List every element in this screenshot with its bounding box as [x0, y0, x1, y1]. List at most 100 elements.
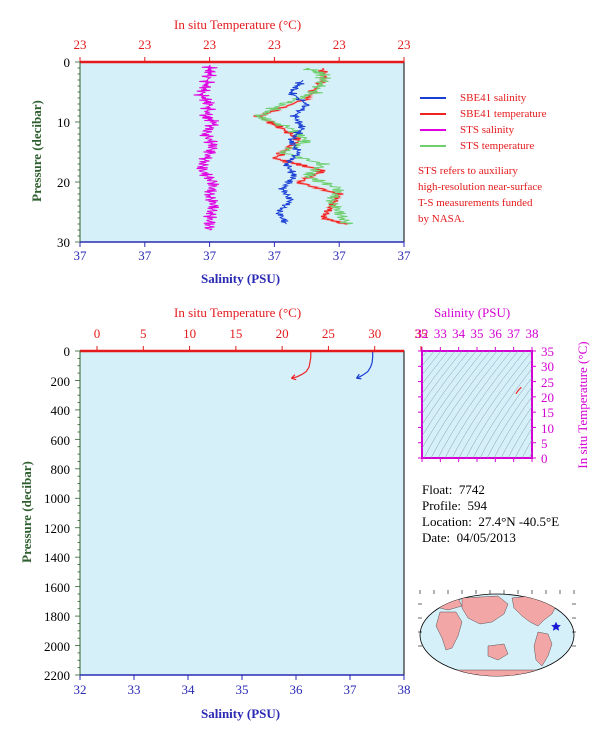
top-axis-ticks	[75, 57, 405, 247]
density-contour-line	[444, 351, 519, 458]
series-line-sbe41-temperature	[291, 351, 312, 379]
density-contour-line	[500, 406, 532, 458]
top-salinity-tick-label: 37	[332, 248, 346, 264]
density-contour-line	[472, 368, 532, 458]
bottom-pressure-tick-label: 1200	[44, 520, 70, 536]
ts-temperature-tick-label: 15	[541, 405, 554, 421]
location-value: 27.4°N -40.5°E	[478, 514, 560, 529]
density-contour-line	[486, 386, 532, 458]
bottom-temperature-tick-label: 5	[140, 326, 147, 342]
density-contour-line	[465, 359, 532, 458]
density-contour-line	[458, 351, 532, 458]
bottom-profile-chart	[75, 346, 422, 680]
date-label: Date:	[422, 530, 451, 545]
bottom-pressure-tick-label: 1400	[44, 550, 70, 566]
bottom-pressure-tick-label: 200	[50, 373, 71, 389]
series-line-sts-temperature	[254, 67, 354, 225]
bottom-temperature-tick-label: 15	[229, 326, 243, 342]
map-land-antarctica	[429, 669, 567, 676]
ts-series-line	[515, 386, 522, 395]
density-contour-line	[422, 351, 470, 415]
bottom-salinity-tick-label: 32	[73, 682, 87, 698]
bottom-plot-area	[79, 350, 405, 676]
legend-swatch	[420, 113, 446, 115]
legend-label: SBE41 salinity	[460, 92, 527, 104]
top-pressure-tick-label: 10	[57, 115, 70, 131]
sts-note-line: T-S measurements funded	[418, 197, 533, 209]
ts-salinity-tick-label: 35	[470, 326, 484, 342]
bottom-salinity-tick-label: 37	[343, 682, 357, 698]
ts-diagram	[418, 347, 536, 462]
top-pressure-tick-label: 20	[57, 175, 70, 191]
legend-swatch	[420, 129, 446, 131]
top-profile-chart	[75, 57, 405, 247]
bottom-pressure-tick-label: 2000	[44, 638, 70, 654]
top-temperature-tick-label: 23	[73, 37, 87, 53]
density-contour-line	[422, 351, 456, 395]
location-row: Location: 27.4°N -40.5°E	[422, 514, 559, 530]
density-contour-line	[422, 351, 484, 437]
map-land-greenland	[539, 594, 557, 603]
top-temperature-tick-label: 23	[397, 37, 411, 53]
sts-note: STS refers to auxiliary high-resolution …	[418, 163, 578, 227]
sts-note-line: high-resolution near-surface	[418, 181, 543, 193]
map-frame-ticks	[418, 590, 576, 647]
bottom-pressure-tick-label: 600	[50, 432, 71, 448]
density-contour-line	[422, 351, 463, 405]
float-value: 7742	[458, 482, 485, 497]
profile-label: Profile:	[422, 498, 461, 513]
top-salinity-tick-label: 37	[138, 248, 152, 264]
density-contour-line	[430, 351, 505, 458]
bottom-pressure-tick-label: 1000	[44, 491, 70, 507]
bottom-temperature-tick-label: 35	[414, 326, 428, 342]
ts-temperature-tick-label: 5	[541, 435, 548, 451]
top-salinity-tick-label: 37	[73, 248, 87, 264]
ts-axis-ticks	[418, 347, 536, 462]
ts-salinity-tick-label: 38	[525, 326, 539, 342]
bottom-pressure-tick-label: 400	[50, 403, 71, 419]
ts-temperature-axis-title: In situ Temperature (°C)	[575, 341, 590, 469]
series-line-sbe41-salinity	[356, 351, 374, 379]
bottom-salinity-tick-label: 38	[397, 682, 411, 698]
series-line-sbe41-salinity	[275, 80, 310, 225]
density-contour-line	[422, 351, 491, 450]
sts-note-line: STS refers to auxiliary	[418, 165, 518, 177]
bottom-temperature-tick-label: 25	[321, 326, 335, 342]
float-label: Float:	[422, 482, 453, 497]
bottom-salinity-tick-label: 34	[181, 682, 195, 698]
bottom-temperature-axis-title: In situ Temperature (°C)	[174, 305, 302, 320]
profile-row: Profile: 594	[422, 498, 559, 514]
top-pressure-tick-label: 0	[63, 55, 71, 71]
density-contour-line	[451, 351, 526, 458]
float-id-row: Float: 7742	[422, 482, 559, 498]
density-contour-line	[422, 351, 449, 385]
legend-label: STS salinity	[460, 124, 515, 136]
density-contour-line	[493, 396, 532, 458]
top-plot-area	[79, 61, 405, 243]
top-temperature-tick-label: 23	[138, 37, 152, 53]
bottom-pressure-tick-label: 0	[63, 344, 71, 360]
top-salinity-axis-title: Salinity (PSU)	[201, 271, 281, 286]
legend-label: SBE41 temperature	[460, 108, 547, 120]
date-row: Date: 04/05/2013	[422, 530, 559, 546]
density-contour-line	[422, 351, 435, 367]
bottom-temperature-tick-label: 20	[275, 326, 289, 342]
legend-label: STS temperature	[460, 140, 535, 152]
bottom-axis-ticks	[75, 346, 422, 680]
top-temperature-tick-label: 23	[332, 37, 346, 53]
location-label: Location:	[422, 514, 472, 529]
bottom-temperature-tick-label: 0	[93, 326, 101, 342]
ts-salinity-tick-label: 32	[415, 326, 429, 342]
density-contour-line	[422, 351, 477, 426]
density-contour-line	[422, 351, 442, 376]
density-contour-line	[514, 427, 532, 458]
world-map	[418, 590, 576, 677]
bottom-pressure-tick-label: 1800	[44, 609, 70, 625]
top-salinity-tick-label: 37	[267, 248, 281, 264]
bottom-pressure-tick-label: 800	[50, 462, 71, 478]
ts-salinity-axis-title: Salinity (PSU)	[434, 305, 511, 320]
density-contour-line	[507, 416, 532, 458]
profile-value: 594	[467, 498, 488, 513]
float-location-star-icon	[551, 621, 561, 631]
